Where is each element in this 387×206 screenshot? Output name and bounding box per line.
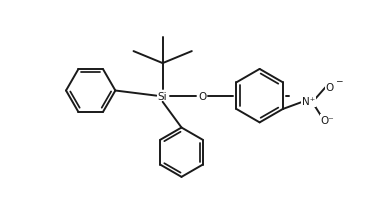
Text: O: O xyxy=(325,83,334,93)
Text: O⁻: O⁻ xyxy=(320,116,334,126)
Text: O: O xyxy=(198,91,206,101)
Text: −: − xyxy=(334,76,342,85)
Text: Si: Si xyxy=(158,91,168,101)
Text: N⁺: N⁺ xyxy=(302,97,315,107)
